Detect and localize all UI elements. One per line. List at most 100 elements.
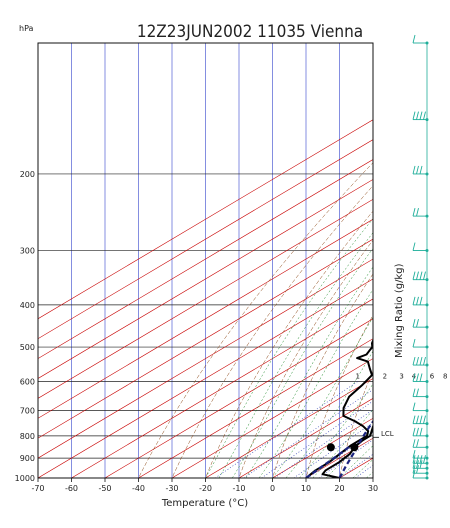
y-tick-label: 400 bbox=[20, 301, 35, 310]
dry-adiabat bbox=[406, 43, 450, 487]
isotherm bbox=[105, 43, 450, 478]
wind-barb-flag bbox=[424, 112, 426, 120]
wind-barb-flag bbox=[420, 112, 422, 120]
isotherm bbox=[0, 43, 450, 478]
isotherm bbox=[0, 43, 450, 478]
isotherm bbox=[373, 43, 450, 478]
wind-barb-flag bbox=[413, 208, 415, 216]
wind-barb-flag bbox=[420, 373, 422, 381]
wind-barb-flag bbox=[413, 389, 415, 397]
y-tick-label: 800 bbox=[20, 432, 35, 441]
isotherm bbox=[139, 43, 450, 478]
x-tick-label: -50 bbox=[98, 484, 111, 493]
dry-adiabat bbox=[168, 43, 450, 487]
isotherm bbox=[206, 43, 450, 478]
wind-barb-flag bbox=[417, 416, 419, 424]
wind-barb-flag bbox=[417, 357, 419, 365]
wind-barb-flag bbox=[413, 166, 415, 174]
wind-barb-flag bbox=[417, 272, 419, 280]
dewpoint-line bbox=[306, 61, 450, 478]
isotherm bbox=[172, 43, 450, 478]
dry-adiabat bbox=[440, 43, 450, 487]
wind-barb-flag bbox=[420, 272, 422, 280]
isotherm bbox=[72, 43, 450, 478]
dry-adiabat bbox=[372, 43, 450, 487]
wind-barb-flag bbox=[413, 243, 415, 251]
dry-adiabat bbox=[270, 43, 450, 487]
mixing-ratio-line bbox=[294, 382, 432, 479]
wind-barb-flag bbox=[424, 455, 426, 463]
isotherm bbox=[0, 43, 450, 478]
isotherm bbox=[38, 43, 450, 478]
x-tick-label: -60 bbox=[65, 484, 78, 493]
y-tick-label: 700 bbox=[20, 407, 35, 416]
wind-barb-flag bbox=[424, 357, 426, 365]
sounding-marker bbox=[350, 443, 358, 451]
mixing-ratio-line bbox=[355, 382, 450, 479]
mixing-ratio-label: 8 bbox=[443, 372, 447, 380]
isotherm bbox=[0, 43, 450, 478]
y-tick-label: 1000 bbox=[15, 474, 35, 483]
mixing-ratio-label: 6 bbox=[430, 372, 435, 380]
isotherm bbox=[0, 43, 450, 478]
isotherm bbox=[440, 43, 450, 478]
wind-barb-flag bbox=[420, 416, 422, 424]
dry-adiabat bbox=[236, 43, 450, 487]
wind-barb-flag bbox=[413, 319, 415, 327]
x-tick-label: 20 bbox=[334, 484, 344, 493]
isotherm bbox=[0, 43, 450, 478]
isotherm bbox=[0, 43, 450, 478]
wind-barb-flag bbox=[417, 166, 419, 174]
dry-adiabat bbox=[304, 43, 450, 487]
wind-barb-flag bbox=[420, 357, 422, 365]
isotherm bbox=[407, 43, 450, 478]
wind-barb-flag bbox=[413, 112, 415, 120]
mixing-ratio-label: 2 bbox=[383, 372, 387, 380]
isotherm bbox=[239, 43, 450, 478]
wind-barb-flag bbox=[417, 439, 419, 447]
wind-barb-flag bbox=[413, 403, 415, 411]
wind-barb-flag bbox=[424, 272, 426, 280]
x-tick-label: -40 bbox=[132, 484, 145, 493]
sounding-marker bbox=[327, 443, 335, 451]
lcl-label: LCL bbox=[381, 430, 394, 438]
x-axis-label: Temperature (°C) bbox=[161, 498, 248, 509]
wind-barb-flag bbox=[417, 112, 419, 120]
y-unit-label: hPa bbox=[19, 24, 34, 33]
y-tick-label: 200 bbox=[20, 170, 35, 179]
wind-barb-flag bbox=[417, 389, 419, 397]
wind-barb-flag bbox=[424, 416, 426, 424]
x-tick-label: 0 bbox=[270, 484, 275, 493]
wind-barb-flag bbox=[417, 319, 419, 327]
y-tick-label: 600 bbox=[20, 377, 35, 386]
wind-barb-flag bbox=[420, 297, 422, 305]
wind-barb-flag bbox=[417, 297, 419, 305]
x-tick-label: 30 bbox=[368, 484, 378, 493]
wind-barb-flag bbox=[413, 357, 415, 365]
isotherm bbox=[273, 43, 450, 478]
y-tick-label: 900 bbox=[20, 454, 35, 463]
wind-barb-flag bbox=[420, 428, 422, 436]
wind-barb-flag bbox=[413, 339, 415, 347]
x-tick-label: -70 bbox=[31, 484, 44, 493]
moist-adiabat bbox=[366, 174, 450, 478]
mixing-ratio-label: 3 bbox=[399, 372, 403, 380]
wind-barb-flag bbox=[417, 428, 419, 436]
y-tick-label: 300 bbox=[20, 247, 35, 256]
x-tick-label: -10 bbox=[232, 484, 245, 493]
wind-barb-flag bbox=[413, 35, 415, 43]
wind-barb-flag bbox=[417, 208, 419, 216]
chart-title: 12Z23JUN2002 11035 Vienna bbox=[137, 22, 363, 42]
wind-barb-flag bbox=[420, 166, 422, 174]
mixing-ratio-label: 1 bbox=[355, 372, 359, 380]
x-tick-label: -20 bbox=[199, 484, 212, 493]
x-tick-label: -30 bbox=[165, 484, 178, 493]
wind-barb-flag bbox=[413, 416, 415, 424]
x-tick-label: 10 bbox=[301, 484, 311, 493]
wind-barb-flag bbox=[413, 428, 415, 436]
isotherm bbox=[306, 43, 450, 478]
y-tick-label: 500 bbox=[20, 343, 35, 352]
sounding-marker bbox=[442, 343, 450, 351]
right-axis-label: Mixing Ratio (g/kg) bbox=[394, 263, 405, 358]
